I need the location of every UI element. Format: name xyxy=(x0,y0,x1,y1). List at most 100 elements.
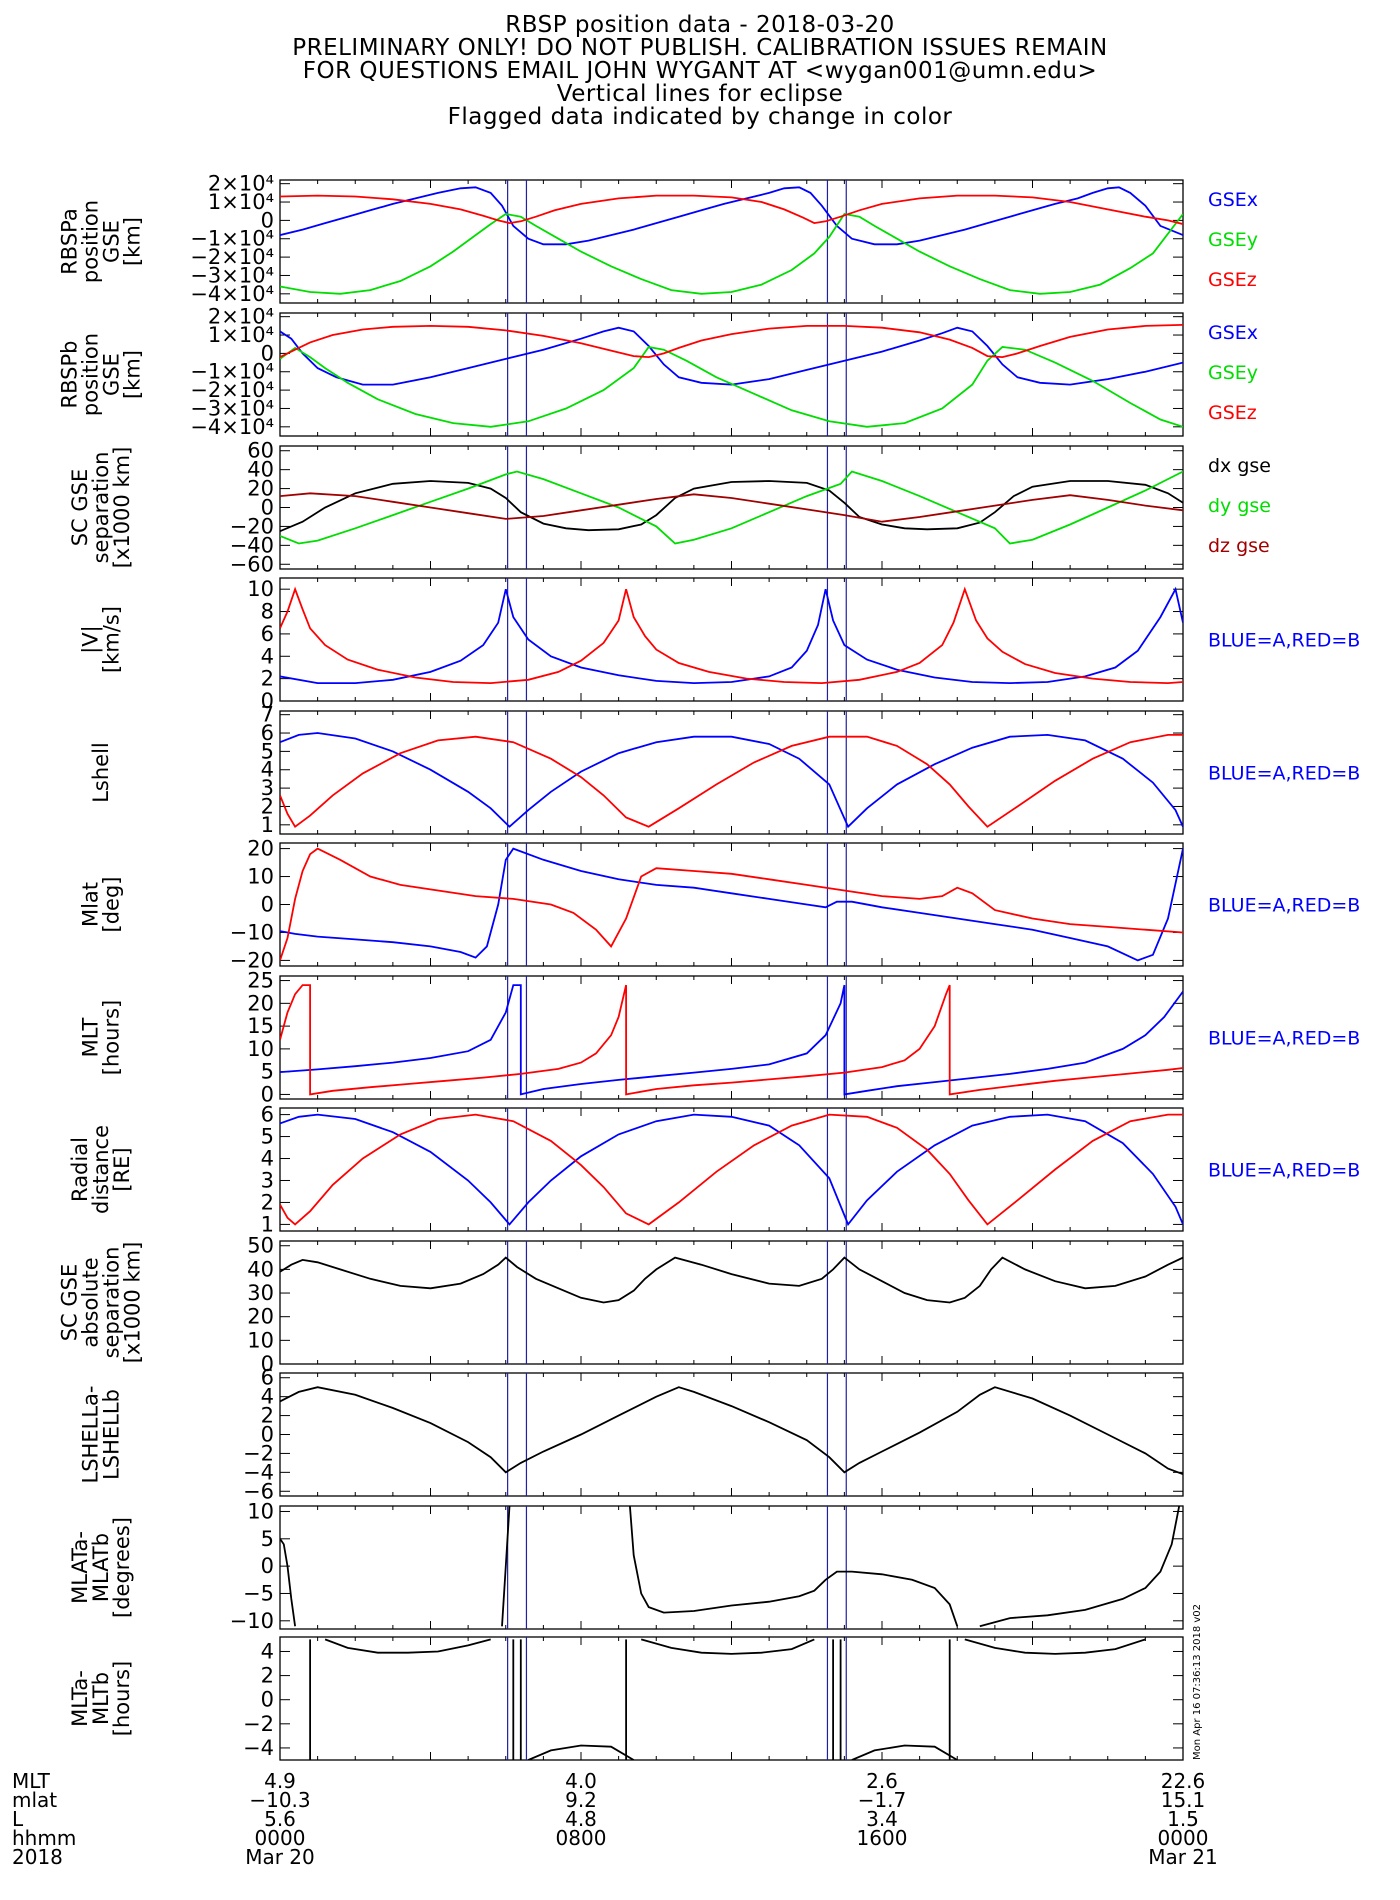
y-tick-label: −2 xyxy=(243,1441,274,1465)
y-tick-label: 1 xyxy=(261,813,274,837)
series-line xyxy=(851,1744,958,1760)
legend-entry: BLUE=A,RED=B xyxy=(1208,630,1360,652)
footer-value: 4.9 xyxy=(264,1769,296,1793)
y-tick-label: 2 xyxy=(261,1190,274,1214)
y-tick-label: 7 xyxy=(261,703,274,727)
y-tick-label: 0 xyxy=(261,1352,274,1376)
y-axis-label: GSE xyxy=(100,220,124,263)
y-axis-label: position xyxy=(79,333,103,416)
series-line xyxy=(280,1386,1183,1476)
y-tick-label: 2 xyxy=(261,1664,274,1688)
series-line xyxy=(280,1256,1183,1304)
series-line xyxy=(280,984,1183,1096)
y-tick-label: 0 xyxy=(261,341,274,365)
y-axis-label: [km] xyxy=(121,350,145,399)
y-tick-label: 0 xyxy=(261,1554,274,1578)
legend-entry: GSEy xyxy=(1208,362,1258,384)
generation-stamp: Mon Apr 16 07:36:13 2018 v02 xyxy=(1192,1604,1203,1760)
y-tick-label: 15 xyxy=(247,1014,274,1038)
footer-value: 4.0 xyxy=(565,1769,597,1793)
footer-row-label: 2018 xyxy=(12,1845,63,1869)
y-tick-label: 2×10⁴ xyxy=(208,305,274,329)
y-tick-label: 60 xyxy=(247,439,274,463)
footer-value: 3.4 xyxy=(866,1807,898,1831)
y-tick-label: 40 xyxy=(247,458,274,482)
y-tick-label: −1×10⁴ xyxy=(190,227,274,251)
panel-11: 10 5 0 −5 −10 MLATa-MLATb[degrees] xyxy=(68,1499,1184,1633)
footer-value: 22.6 xyxy=(1161,1769,1206,1793)
header-line-4: Flagged data indicated by change in colo… xyxy=(447,104,953,130)
footer-value: Mar 20 xyxy=(245,1845,315,1869)
series-line xyxy=(280,586,1183,685)
series-line xyxy=(280,1113,1183,1226)
footer-value: 4.8 xyxy=(565,1807,597,1831)
y-tick-label: 5 xyxy=(261,739,274,763)
y-tick-label: 1×10⁴ xyxy=(208,190,274,214)
footer-value: −1.7 xyxy=(858,1788,907,1812)
y-tick-label: −5 xyxy=(243,1581,274,1605)
series-line xyxy=(280,186,1183,246)
y-tick-label: −20 xyxy=(230,514,274,538)
y-tick-label: 2 xyxy=(261,1404,274,1428)
legend-entry: dx gse xyxy=(1208,455,1271,477)
y-tick-label: 20 xyxy=(247,837,274,861)
y-tick-label: −10 xyxy=(230,1609,274,1633)
y-tick-label: 0 xyxy=(261,496,274,520)
y-axis-label: [RE] xyxy=(110,1147,134,1191)
series-line xyxy=(280,734,1183,829)
y-axis-label: [km] xyxy=(121,217,145,266)
y-tick-label: −4×10⁴ xyxy=(190,282,274,306)
legend-entry: BLUE=A,RED=B xyxy=(1208,1160,1360,1182)
y-axis-label: |V| xyxy=(79,625,104,654)
y-tick-label: 40 xyxy=(247,1257,274,1281)
panel-frame xyxy=(279,710,1184,835)
y-axis-label: [degrees] xyxy=(110,1517,134,1618)
series-line xyxy=(979,1506,1181,1628)
y-tick-label: −40 xyxy=(230,533,274,557)
footer-value: Mar 21 xyxy=(1148,1845,1218,1869)
series-line xyxy=(501,1506,511,1627)
header-line-2: FOR QUESTIONS EMAIL JOHN WYGANT AT <wyga… xyxy=(302,58,1098,84)
y-axis-label: [x1000 km] xyxy=(110,447,134,569)
legend-entry: dz gse xyxy=(1208,535,1270,557)
series-line xyxy=(527,1744,635,1760)
footer-value: 0800 xyxy=(556,1826,607,1850)
y-axis-label: MLTa- xyxy=(68,1670,92,1727)
footer-value: 2.6 xyxy=(866,1769,898,1793)
y-axis-label: [hours] xyxy=(100,1000,124,1075)
footer-value: 0000 xyxy=(1158,1826,1209,1850)
header-line-1: PRELIMINARY ONLY! DO NOT PUBLISH. CALIBR… xyxy=(292,35,1108,61)
series-line xyxy=(280,1113,1183,1227)
y-tick-label: 3 xyxy=(261,1168,274,1192)
y-axis-label: SC GSE xyxy=(68,469,92,547)
y-tick-label: −10 xyxy=(230,920,274,944)
y-tick-label: 10 xyxy=(247,865,274,889)
y-tick-label: −2 xyxy=(243,1712,274,1736)
y-tick-label: 25 xyxy=(247,969,274,993)
y-tick-label: 10 xyxy=(247,577,274,601)
y-tick-label: 4 xyxy=(261,1639,274,1663)
panel-6: 20 10 0 −10 −20 Mlat[deg] BLUE=A,RED=B xyxy=(79,837,1361,973)
y-tick-label: 5 xyxy=(261,1527,274,1551)
series-line xyxy=(629,1506,959,1627)
y-tick-label: 2×10⁴ xyxy=(208,172,274,196)
legend-entry: BLUE=A,RED=B xyxy=(1208,895,1360,917)
y-axis-label: Mlat xyxy=(79,882,103,927)
y-tick-label: −3×10⁴ xyxy=(190,396,274,420)
series-line xyxy=(280,847,1183,962)
footer-row-label: hhmm xyxy=(12,1826,76,1850)
y-tick-label: −60 xyxy=(230,552,274,576)
panel-12: 420−2−4 MLTa-MLTb[hours] xyxy=(68,1636,1184,1761)
y-tick-label: 2 xyxy=(261,667,274,691)
y-tick-label: 5 xyxy=(261,1125,274,1149)
panel-frame xyxy=(279,1505,1184,1630)
y-tick-label: 6 xyxy=(261,1366,274,1390)
y-axis-label: position xyxy=(79,200,103,283)
series-line xyxy=(280,984,1183,1096)
